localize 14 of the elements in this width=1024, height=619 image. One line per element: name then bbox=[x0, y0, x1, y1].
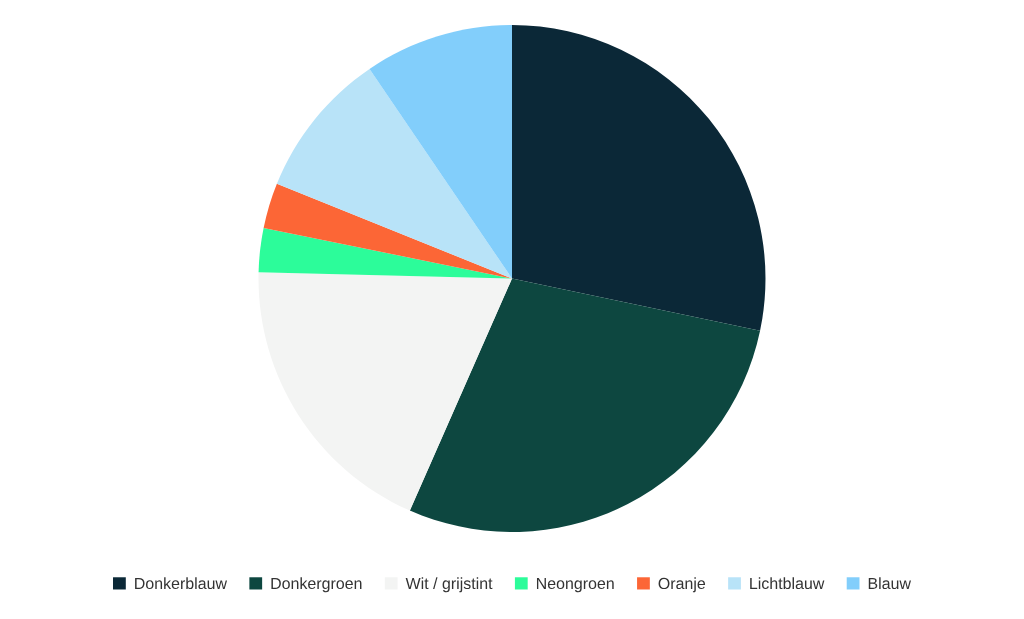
legend-label: Oranje bbox=[658, 577, 706, 593]
legend-label: Neongroen bbox=[536, 577, 614, 593]
legend-label: Lichtblauw bbox=[750, 577, 825, 590]
legend-label: Blauw bbox=[868, 577, 912, 590]
pie-slice bbox=[276, 68, 512, 279]
legend-label: Wit / grijstint bbox=[405, 577, 493, 593]
legend-label: Donkerblauw bbox=[135, 577, 228, 590]
pie-slice bbox=[512, 25, 766, 331]
pie-slice bbox=[263, 183, 512, 279]
pie-slice bbox=[258, 272, 512, 511]
pie-slice bbox=[409, 278, 761, 533]
pie-slice bbox=[258, 227, 512, 279]
legend-label: Donkergroen bbox=[271, 577, 362, 593]
pie-slice bbox=[369, 25, 512, 279]
